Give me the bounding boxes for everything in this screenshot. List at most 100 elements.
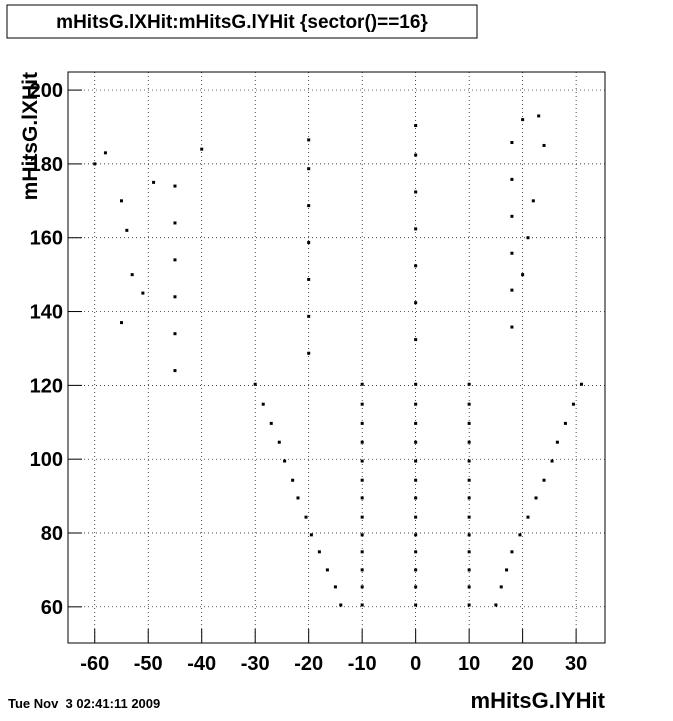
point	[103, 151, 107, 155]
point	[563, 421, 567, 425]
point	[521, 273, 525, 277]
point	[173, 184, 177, 188]
point	[307, 241, 311, 245]
point	[152, 180, 156, 184]
point	[360, 533, 364, 537]
point	[414, 227, 418, 231]
point	[360, 515, 364, 519]
y-tick-label: 80	[41, 523, 63, 545]
point	[537, 114, 541, 118]
point	[510, 177, 514, 181]
x-tick-label: 0	[410, 653, 421, 675]
point	[307, 138, 311, 142]
y-tick-label: 60	[41, 597, 63, 619]
point	[414, 459, 418, 463]
point	[360, 603, 364, 607]
point	[414, 382, 418, 386]
point	[307, 277, 311, 281]
point	[542, 143, 546, 147]
x-tick-label: -20	[294, 653, 323, 675]
point	[339, 603, 343, 607]
point	[173, 221, 177, 225]
point	[360, 550, 364, 554]
plot-area: -60 -50 -40 -30 -20 -10 0 10 20 30 60 80 100 120 140 16…	[30, 71, 606, 675]
point	[283, 459, 287, 463]
point	[467, 421, 471, 425]
point	[467, 603, 471, 607]
point	[534, 496, 538, 500]
point	[414, 402, 418, 406]
point	[467, 402, 471, 406]
x-tick-label: -10	[348, 653, 377, 675]
point	[467, 568, 471, 572]
point	[414, 124, 418, 128]
chart-title: mHitsG.lXHit:mHitsG.lYHit {sector()==16}	[56, 12, 428, 33]
point	[526, 236, 530, 240]
point	[173, 332, 177, 336]
point	[360, 459, 364, 463]
point	[173, 258, 177, 262]
point	[125, 228, 129, 232]
point	[360, 402, 364, 406]
point	[518, 533, 522, 537]
point	[119, 199, 123, 203]
point	[505, 568, 509, 572]
point	[119, 321, 123, 325]
point	[200, 147, 204, 151]
point	[467, 515, 471, 519]
point	[130, 273, 134, 277]
point	[414, 440, 418, 444]
x-tick-label: -50	[134, 653, 163, 675]
y-tick-label: 100	[30, 449, 63, 471]
point	[291, 478, 295, 482]
plot-frame	[67, 71, 606, 644]
point	[360, 421, 364, 425]
x-tick-label: -60	[80, 653, 109, 675]
point	[414, 496, 418, 500]
point	[173, 369, 177, 373]
point	[360, 440, 364, 444]
point	[499, 585, 503, 589]
point	[510, 214, 514, 218]
point	[550, 459, 554, 463]
point	[325, 568, 329, 572]
x-tick-label: 10	[458, 653, 480, 675]
point	[360, 568, 364, 572]
point	[467, 550, 471, 554]
point	[467, 585, 471, 589]
y-tick-label: 160	[30, 228, 63, 250]
point	[414, 603, 418, 607]
point	[467, 496, 471, 500]
point	[510, 288, 514, 292]
title-box	[6, 4, 478, 39]
point	[414, 153, 418, 157]
point	[307, 351, 311, 355]
point	[521, 118, 525, 122]
point	[510, 251, 514, 255]
point	[414, 264, 418, 268]
point	[414, 338, 418, 342]
y-tick-label: 120	[30, 375, 63, 397]
y-tick-label: 140	[30, 302, 63, 324]
point	[414, 421, 418, 425]
point	[414, 568, 418, 572]
point	[253, 382, 257, 386]
point	[531, 199, 535, 203]
point	[542, 478, 546, 482]
point	[173, 295, 177, 299]
x-axis-label: mHitsG.lYHit	[471, 688, 606, 713]
point	[360, 382, 364, 386]
point	[510, 550, 514, 554]
point	[307, 167, 311, 171]
point	[579, 382, 583, 386]
point	[414, 585, 418, 589]
timestamp: Tue Nov 3 02:41:11 2009	[8, 696, 160, 711]
point	[307, 314, 311, 318]
point	[414, 515, 418, 519]
point	[555, 440, 559, 444]
point	[467, 533, 471, 537]
point	[414, 301, 418, 305]
point	[304, 515, 308, 519]
point	[526, 515, 530, 519]
